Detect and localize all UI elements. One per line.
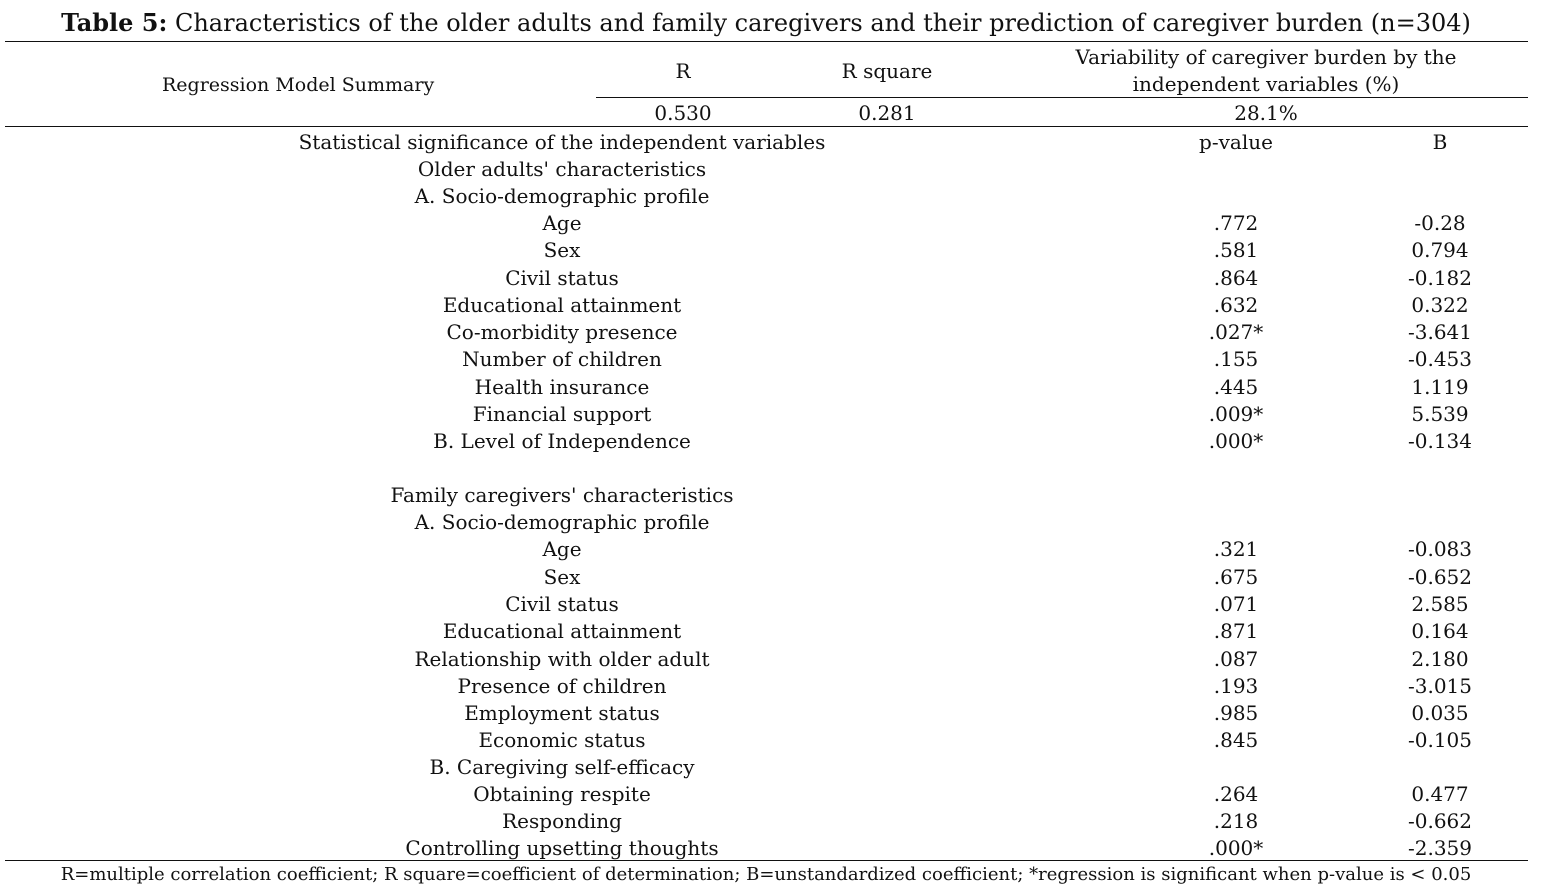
row-p: .845 — [1213, 728, 1259, 752]
row-label: Controlling upsetting thoughts — [405, 836, 719, 860]
row-p: .087 — [1213, 647, 1259, 671]
row-label: Number of children — [462, 347, 662, 371]
row-p: .871 — [1213, 619, 1259, 643]
bottom-rule — [5, 860, 1528, 861]
row-b: -0.182 — [1407, 266, 1473, 290]
row-b: -0.134 — [1407, 429, 1473, 453]
value-r-square: 0.281 — [858, 101, 916, 125]
col-b: B — [1432, 130, 1448, 154]
row-p: .071 — [1213, 592, 1259, 616]
row-b: -2.359 — [1407, 836, 1473, 860]
header-variability-line1: Variability of caregiver burden by the — [1075, 45, 1457, 69]
caregivers-section-b: B. Caregiving self-efficacy — [429, 755, 695, 779]
row-b: 0.477 — [1411, 782, 1469, 806]
row-label: Co-morbidity presence — [446, 320, 678, 344]
row-label: Employment status — [464, 701, 660, 725]
row-p: .264 — [1213, 782, 1259, 806]
row-b: -0.28 — [1414, 211, 1466, 235]
row-label: Financial support — [472, 402, 652, 426]
row-p: .193 — [1213, 674, 1259, 698]
caregivers-heading: Family caregivers' characteristics — [390, 483, 734, 507]
row-label: Sex — [543, 565, 581, 589]
row-p: .321 — [1213, 537, 1259, 561]
row-label: Age — [542, 537, 582, 561]
table-label: Table 5: — [61, 8, 168, 37]
row-p: .864 — [1213, 266, 1259, 290]
row-p: .632 — [1213, 293, 1259, 317]
header-r: R — [675, 59, 691, 83]
row-label: Economic status — [478, 728, 646, 752]
row-b: 5.539 — [1411, 402, 1469, 426]
row-label: Presence of children — [457, 674, 667, 698]
summary-row-label: Regression Model Summary — [162, 74, 435, 96]
table-caption: Characteristics of the older adults and … — [174, 9, 1471, 37]
row-b: -0.105 — [1407, 728, 1473, 752]
summary-values-rule — [596, 97, 1528, 98]
significance-heading: Statistical significance of the independ… — [298, 130, 826, 154]
caregivers-section-a: A. Socio-demographic profile — [414, 510, 710, 534]
row-label: Relationship with older adult — [414, 647, 710, 671]
header-r-square: R square — [841, 59, 933, 83]
row-b: -3.015 — [1407, 674, 1473, 698]
row-label: Educational attainment — [442, 293, 682, 317]
older-adults-section-b: B. Level of Independence — [433, 429, 691, 453]
row-label: Age — [542, 211, 582, 235]
row-b: -3.641 — [1407, 320, 1473, 344]
row-p: .218 — [1213, 809, 1259, 833]
value-r: 0.530 — [654, 101, 712, 125]
row-label: Civil status — [505, 266, 619, 290]
row-b: 0.164 — [1411, 619, 1469, 643]
row-b: -0.453 — [1407, 347, 1473, 371]
row-p: .581 — [1213, 238, 1259, 262]
row-p: .445 — [1213, 375, 1259, 399]
row-b: -0.652 — [1407, 565, 1473, 589]
summary-bottom-rule — [5, 126, 1528, 127]
row-b: 2.180 — [1411, 647, 1469, 671]
table-title: Table 5: Characteristics of the older ad… — [61, 8, 1471, 37]
row-p: .985 — [1213, 701, 1259, 725]
row-b: 1.119 — [1411, 375, 1469, 399]
top-rule — [5, 41, 1528, 42]
row-p: .027* — [1208, 320, 1264, 344]
row-label: Civil status — [505, 592, 619, 616]
row-b: 0.035 — [1411, 701, 1469, 725]
row-label: Obtaining respite — [473, 782, 651, 806]
col-p-value: p-value — [1199, 130, 1273, 154]
row-label: Health insurance — [474, 375, 650, 399]
row-b: 0.322 — [1411, 293, 1469, 317]
row-p: .009* — [1208, 402, 1264, 426]
row-b: -0.083 — [1407, 537, 1473, 561]
older-adults-section-a: A. Socio-demographic profile — [414, 184, 710, 208]
row-label: Educational attainment — [442, 619, 682, 643]
table-footnote: R=multiple correlation coefficient; R sq… — [60, 864, 1472, 885]
value-variability: 28.1% — [1234, 101, 1298, 125]
older-adults-heading: Older adults' characteristics — [417, 157, 707, 181]
row-b: -0.662 — [1407, 809, 1473, 833]
row-p: .155 — [1213, 347, 1259, 371]
row-label: Sex — [543, 238, 581, 262]
row-b: 2.585 — [1411, 592, 1469, 616]
row-p: .000* — [1208, 429, 1264, 453]
row-p: .000* — [1208, 836, 1264, 860]
row-b: 0.794 — [1411, 238, 1469, 262]
header-variability-line2: independent variables (%) — [1132, 72, 1400, 96]
row-p: .675 — [1213, 565, 1259, 589]
row-p: .772 — [1213, 211, 1259, 235]
row-label: Responding — [502, 809, 622, 833]
